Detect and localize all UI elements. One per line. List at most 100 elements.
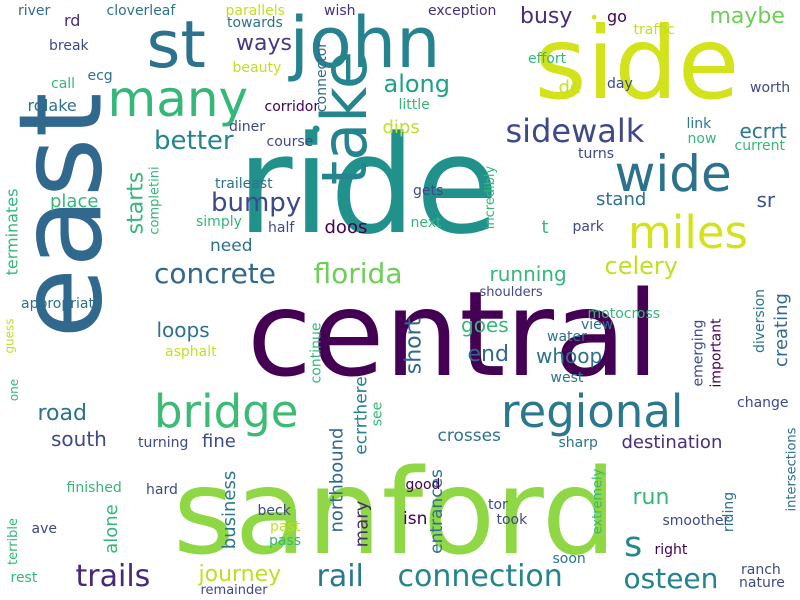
- word-connection: connection: [397, 559, 563, 594]
- word-sidewalk: sidewalk: [505, 112, 645, 150]
- word-shoulders: shoulders: [479, 284, 543, 300]
- word-intersections: intersections: [784, 427, 800, 511]
- word-diversion: diversion: [752, 288, 769, 354]
- word-traffic: traffic: [633, 22, 675, 38]
- word-rail: rail: [316, 559, 364, 594]
- word-journey: journey: [198, 562, 282, 587]
- word-traileast: traileast: [215, 176, 273, 192]
- word-finished: finished: [66, 480, 122, 496]
- word-ecrrt: ecrrt: [739, 119, 787, 143]
- word-took: took: [496, 512, 528, 528]
- word-side: side: [534, 5, 740, 122]
- word-gets: gets: [413, 183, 444, 199]
- word-central: central: [247, 265, 660, 403]
- word-motocross: motocross: [587, 306, 661, 322]
- word-break: break: [49, 38, 89, 54]
- word-diner: diner: [229, 119, 266, 135]
- word-see: see: [368, 401, 385, 427]
- word-beauty: beauty: [232, 60, 282, 76]
- word-loops: loops: [156, 318, 210, 342]
- word-wide: wide: [614, 145, 732, 203]
- word-place: place: [50, 191, 99, 212]
- word-completini: completini: [147, 165, 163, 235]
- word-beck: beck: [257, 503, 291, 519]
- word-john: john: [289, 2, 441, 84]
- word-trails: trails: [75, 559, 151, 594]
- word-exception: exception: [428, 3, 497, 19]
- word-alone: alone: [100, 504, 122, 554]
- word-course: course: [266, 134, 314, 150]
- word-emerging: emerging: [689, 319, 706, 387]
- word-creating: creating: [770, 293, 792, 367]
- word-along: along: [383, 70, 451, 98]
- word-half: half: [268, 220, 295, 236]
- word-river: river: [18, 3, 51, 19]
- word-simply: simply: [196, 214, 242, 230]
- word-road: road: [37, 401, 87, 426]
- word-st: st: [146, 7, 206, 83]
- word-rd: rd: [64, 11, 81, 30]
- word-fine: fine: [202, 431, 236, 452]
- word-water: water: [547, 329, 587, 345]
- word-mary: mary: [350, 500, 372, 548]
- word-starts: starts: [122, 171, 148, 235]
- word-appropriate: appropriate: [21, 296, 103, 312]
- word-day: day: [607, 76, 633, 92]
- word-bumpy: bumpy: [211, 188, 302, 218]
- word-ecrrthere: ecrrthere: [351, 375, 372, 455]
- word-park: park: [572, 219, 604, 235]
- word-better: better: [154, 126, 234, 156]
- word-past: past: [270, 519, 301, 535]
- word-regional: regional: [501, 384, 684, 438]
- word-remainder: remainder: [200, 582, 268, 598]
- word-destination: destination: [621, 432, 723, 453]
- word-ranch: ranch: [741, 562, 781, 578]
- word-now: now: [687, 131, 717, 147]
- word-parallels: parallels: [225, 3, 285, 19]
- word-important: important: [708, 318, 725, 388]
- word-concrete: concrete: [154, 257, 276, 290]
- word-turns: turns: [578, 146, 615, 162]
- word-terminates: terminates: [1, 188, 21, 276]
- word-sharp: sharp: [558, 435, 598, 451]
- word-many: many: [107, 70, 249, 128]
- word-miles: miles: [628, 205, 748, 259]
- word-maybe: maybe: [709, 4, 785, 29]
- word-current: current: [734, 138, 786, 154]
- word-terrible: terrible: [5, 517, 21, 565]
- word-run: run: [632, 485, 670, 510]
- word-guess: guess: [2, 318, 17, 354]
- word-call: call: [51, 76, 76, 92]
- word-hard: hard: [146, 482, 178, 498]
- word-sanford: sanford: [173, 443, 617, 581]
- word-end: end: [467, 342, 509, 367]
- word-tor: tor: [488, 497, 508, 513]
- word-ride: ride: [237, 106, 499, 264]
- word-florida: florida: [313, 257, 403, 290]
- word-incredibly: incredibly: [482, 165, 498, 229]
- word-dot: •: [589, 8, 599, 27]
- word-pass: pass: [269, 533, 302, 549]
- word-view: view: [581, 317, 614, 333]
- word-bridge: bridge: [154, 384, 299, 438]
- word-stand: stand: [596, 189, 647, 210]
- word-continue: continue: [307, 322, 324, 384]
- word-link: link: [686, 116, 712, 132]
- word-effort: effort: [528, 51, 567, 67]
- word-sr: sr: [756, 188, 776, 212]
- word-extremely: extremely: [590, 468, 606, 534]
- word-next: next: [410, 215, 442, 231]
- word-wish: wish: [324, 3, 356, 19]
- word-turning: turning: [138, 435, 189, 451]
- word-dot: •: [309, 116, 324, 144]
- word-dips: dips: [382, 117, 420, 138]
- word-s: s: [624, 524, 643, 565]
- word-west: west: [550, 370, 584, 386]
- word-rdlake: rdlake: [27, 96, 77, 115]
- word-go: go: [607, 7, 627, 26]
- word-need: need: [210, 235, 253, 256]
- word-little: little: [398, 97, 430, 113]
- word-soon: soon: [552, 551, 586, 567]
- word-celery: celery: [604, 252, 678, 280]
